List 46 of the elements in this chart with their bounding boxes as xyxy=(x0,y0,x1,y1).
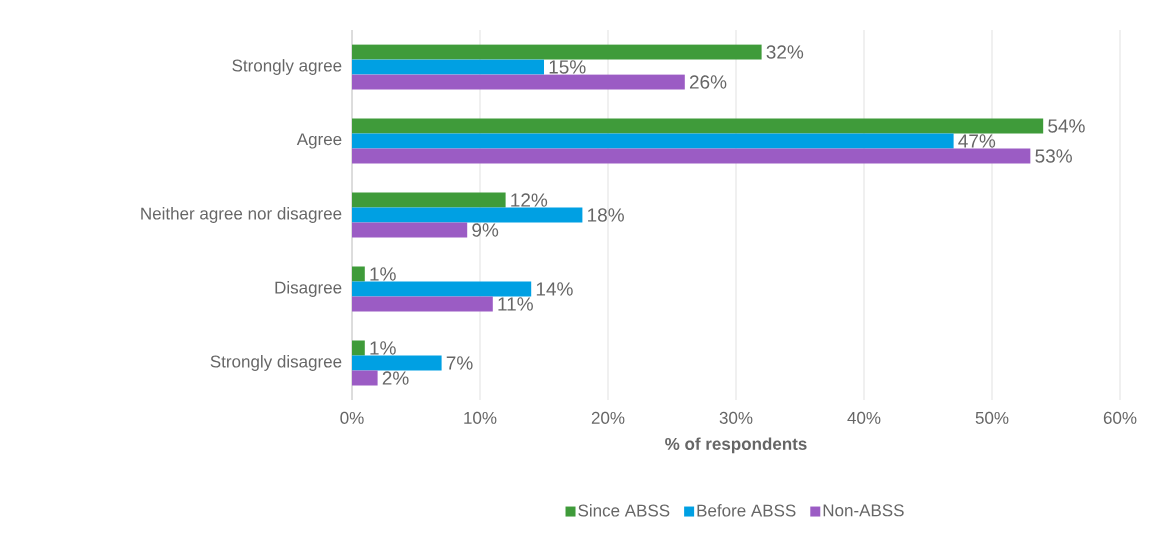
bar xyxy=(352,118,1044,134)
data-label: 12% xyxy=(511,193,548,207)
data-label: 54% xyxy=(1048,119,1085,133)
y-tick-label: Strongly disagree xyxy=(210,355,342,371)
data-label: 53% xyxy=(1035,149,1072,163)
data-label: 47% xyxy=(958,134,996,148)
data-label: 26% xyxy=(689,75,727,89)
data-label: 1% xyxy=(370,341,396,355)
legend-label: Before ABSS xyxy=(697,504,796,517)
bar xyxy=(352,148,1031,164)
data-label: 2% xyxy=(382,371,409,385)
bar xyxy=(352,133,954,149)
bar xyxy=(352,222,468,238)
data-label: 9% xyxy=(472,223,499,237)
x-tick-label: 10% xyxy=(464,411,497,424)
bar xyxy=(352,370,378,386)
y-tick-label: Disagree xyxy=(275,281,342,297)
data-label: 7% xyxy=(446,356,473,370)
legend-label: Since ABSS xyxy=(578,504,670,517)
x-tick-label: 20% xyxy=(591,411,625,424)
bar xyxy=(352,340,365,356)
legend-label: Non-ABSS xyxy=(823,504,904,517)
y-tick-label: Agree xyxy=(296,133,342,149)
bar xyxy=(352,207,583,223)
data-label: 15% xyxy=(549,60,586,74)
bar xyxy=(352,59,544,75)
bar xyxy=(352,296,493,312)
data-label: 11% xyxy=(498,297,533,311)
bar xyxy=(352,355,442,371)
x-axis-title: % of respondents xyxy=(665,437,807,454)
data-label: 18% xyxy=(588,208,624,222)
bar xyxy=(352,44,762,60)
data-label: 14% xyxy=(536,282,573,296)
data-label: 32% xyxy=(766,45,804,59)
y-tick-label: Neither agree nor disagree xyxy=(141,207,342,223)
y-tick-label: Strongly agree xyxy=(232,59,342,75)
x-tick-label: 0% xyxy=(340,411,364,424)
x-tick-label: 60% xyxy=(1103,411,1137,424)
bar xyxy=(352,266,365,282)
data-label: 1% xyxy=(370,267,396,281)
x-tick-label: 30% xyxy=(719,411,753,424)
bar xyxy=(352,192,506,208)
bar xyxy=(352,74,685,90)
x-tick-label: 40% xyxy=(847,411,881,424)
bar xyxy=(352,281,532,297)
x-tick-label: 50% xyxy=(975,411,1009,424)
